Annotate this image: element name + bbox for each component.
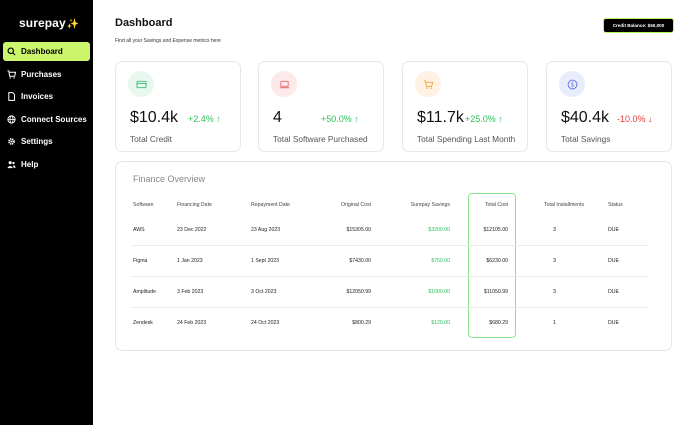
cell-status: DUE: [608, 289, 619, 295]
cell-software: AWS: [133, 227, 145, 233]
sparkle-icon: ✨: [66, 19, 80, 30]
stat-card-total-software: 4 +50.0% ↑ Total Software Purchased: [258, 61, 384, 152]
total-cost-column-highlight: [468, 193, 516, 338]
cart-icon: [415, 71, 441, 97]
laptop-icon: [271, 71, 297, 97]
stat-card-spending: $11.7k +25.0% ↑ Total Spending Last Mont…: [402, 61, 528, 152]
cell-original-cost: $12050.99: [346, 289, 371, 295]
page-title: Dashboard: [115, 17, 173, 29]
svg-text:$: $: [570, 81, 574, 88]
row-divider: [132, 245, 649, 246]
column-header-surepay-savings[interactable]: Surepay Savings: [410, 202, 450, 208]
cell-software: Amplitude: [133, 289, 157, 295]
cell-surepay-savings: $750.00: [431, 258, 450, 264]
dollar-icon: $: [559, 71, 585, 97]
search-icon: [6, 47, 16, 57]
stat-card-total-credit: $10.4k +2.4% ↑ Total Credit: [115, 61, 241, 152]
cell-financing-date: 23 Dec 2022: [177, 227, 207, 233]
stat-label: Total Savings: [561, 134, 611, 144]
document-icon: [6, 92, 16, 102]
column-header-total-installments[interactable]: Total Installments: [544, 202, 585, 208]
stat-value: $10.4k: [130, 109, 179, 126]
finance-overview-title: Finance Overview: [133, 174, 206, 184]
cell-total-installments: 3: [553, 227, 556, 233]
cell-software: Figma: [133, 258, 148, 264]
cell-repayment-date: 23 Aug 2023: [251, 227, 281, 233]
column-header-financing-date[interactable]: Financing Date: [177, 202, 212, 208]
column-header-status[interactable]: Status: [608, 202, 623, 208]
sidebar-item-label: Purchases: [21, 69, 62, 79]
row-divider: [132, 276, 649, 277]
stat-change: +50.0% ↑: [321, 114, 359, 124]
sidebar-nav: Dashboard Purchases Invoices Connect Sou…: [0, 42, 93, 177]
cell-total-cost: $680.29: [489, 320, 508, 326]
cell-total-installments: 1: [553, 320, 556, 326]
sidebar-item-label: Help: [21, 159, 39, 169]
sidebar-item-invoices[interactable]: Invoices: [3, 87, 90, 106]
stat-value: $40.4k: [561, 109, 610, 126]
globe-icon: [6, 114, 16, 124]
cell-surepay-savings: $1000.00: [428, 289, 450, 295]
stat-change: -10.0% ↓: [617, 114, 653, 124]
logo-text: surepay: [19, 16, 66, 30]
gear-icon: [6, 137, 16, 147]
column-header-total-cost[interactable]: Total Cost: [484, 202, 508, 208]
stat-card-total-savings: $ $40.4k -10.0% ↓ Total Savings: [546, 61, 672, 152]
stat-value: $11.7k: [417, 109, 464, 126]
cell-total-cost: $11050.99: [483, 289, 508, 295]
sidebar-item-connect-sources[interactable]: Connect Sources: [3, 110, 90, 129]
stat-change: +25.0% ↑: [465, 114, 503, 124]
sidebar: surepay✨ Dashboard Purchases Invoices Co…: [0, 0, 93, 425]
finance-overview-panel: Finance Overview Software Financing Date…: [115, 161, 672, 351]
credit-balance-button[interactable]: Credit Balance: $50,000: [603, 18, 674, 33]
cell-original-cost: $800.29: [352, 320, 371, 326]
sidebar-item-dashboard[interactable]: Dashboard: [3, 42, 90, 61]
cart-icon: [6, 69, 16, 79]
cell-financing-date: 24 Feb 2023: [177, 320, 207, 326]
cell-original-cost: $15305.00: [346, 227, 371, 233]
stat-value: 4: [273, 109, 282, 126]
cell-repayment-date: 1 Sept 2023: [251, 258, 279, 264]
logo[interactable]: surepay✨: [19, 16, 79, 30]
cell-surepay-savings: $120.00: [431, 320, 450, 326]
stat-label: Total Credit: [130, 134, 172, 144]
cell-status: DUE: [608, 320, 619, 326]
sidebar-item-settings[interactable]: Settings: [3, 132, 90, 151]
sidebar-item-label: Invoices: [21, 92, 54, 101]
sidebar-item-label: Settings: [21, 137, 53, 146]
cell-surepay-savings: $3200.00: [428, 227, 450, 233]
cell-software: Zendesk: [133, 320, 153, 326]
cell-total-installments: 3: [553, 258, 556, 264]
stat-label: Total Spending Last Month: [417, 134, 516, 144]
users-icon: [6, 159, 16, 169]
cell-status: DUE: [608, 227, 619, 233]
sidebar-item-help[interactable]: Help: [3, 155, 90, 174]
sidebar-item-purchases[interactable]: Purchases: [3, 65, 90, 84]
page-subtitle: Find all your Savings and Expense metric…: [115, 38, 221, 44]
sidebar-item-label: Dashboard: [21, 47, 63, 56]
cell-financing-date: 3 Feb 2023: [177, 289, 204, 295]
cell-total-cost: $6230.00: [486, 258, 508, 264]
cell-repayment-date: 3 Oct 2023: [251, 289, 277, 295]
cell-total-cost: $12105.00: [483, 227, 508, 233]
cell-financing-date: 1 Jan 2023: [177, 258, 203, 264]
stat-label: Total Software Purchased: [273, 134, 368, 144]
cell-original-cost: $7430.00: [349, 258, 371, 264]
cell-status: DUE: [608, 258, 619, 264]
column-header-repayment-date[interactable]: Repayment Date: [251, 202, 290, 208]
credit-card-icon: [128, 71, 154, 97]
column-header-software[interactable]: Software: [133, 202, 154, 208]
row-divider: [132, 307, 649, 308]
column-header-original-cost[interactable]: Original Cost: [341, 202, 371, 208]
cell-repayment-date: 24 Oct 2023: [251, 320, 280, 326]
sidebar-item-label: Connect Sources: [21, 114, 87, 124]
stat-change: +2.4% ↑: [188, 114, 221, 124]
cell-total-installments: 3: [553, 289, 556, 295]
